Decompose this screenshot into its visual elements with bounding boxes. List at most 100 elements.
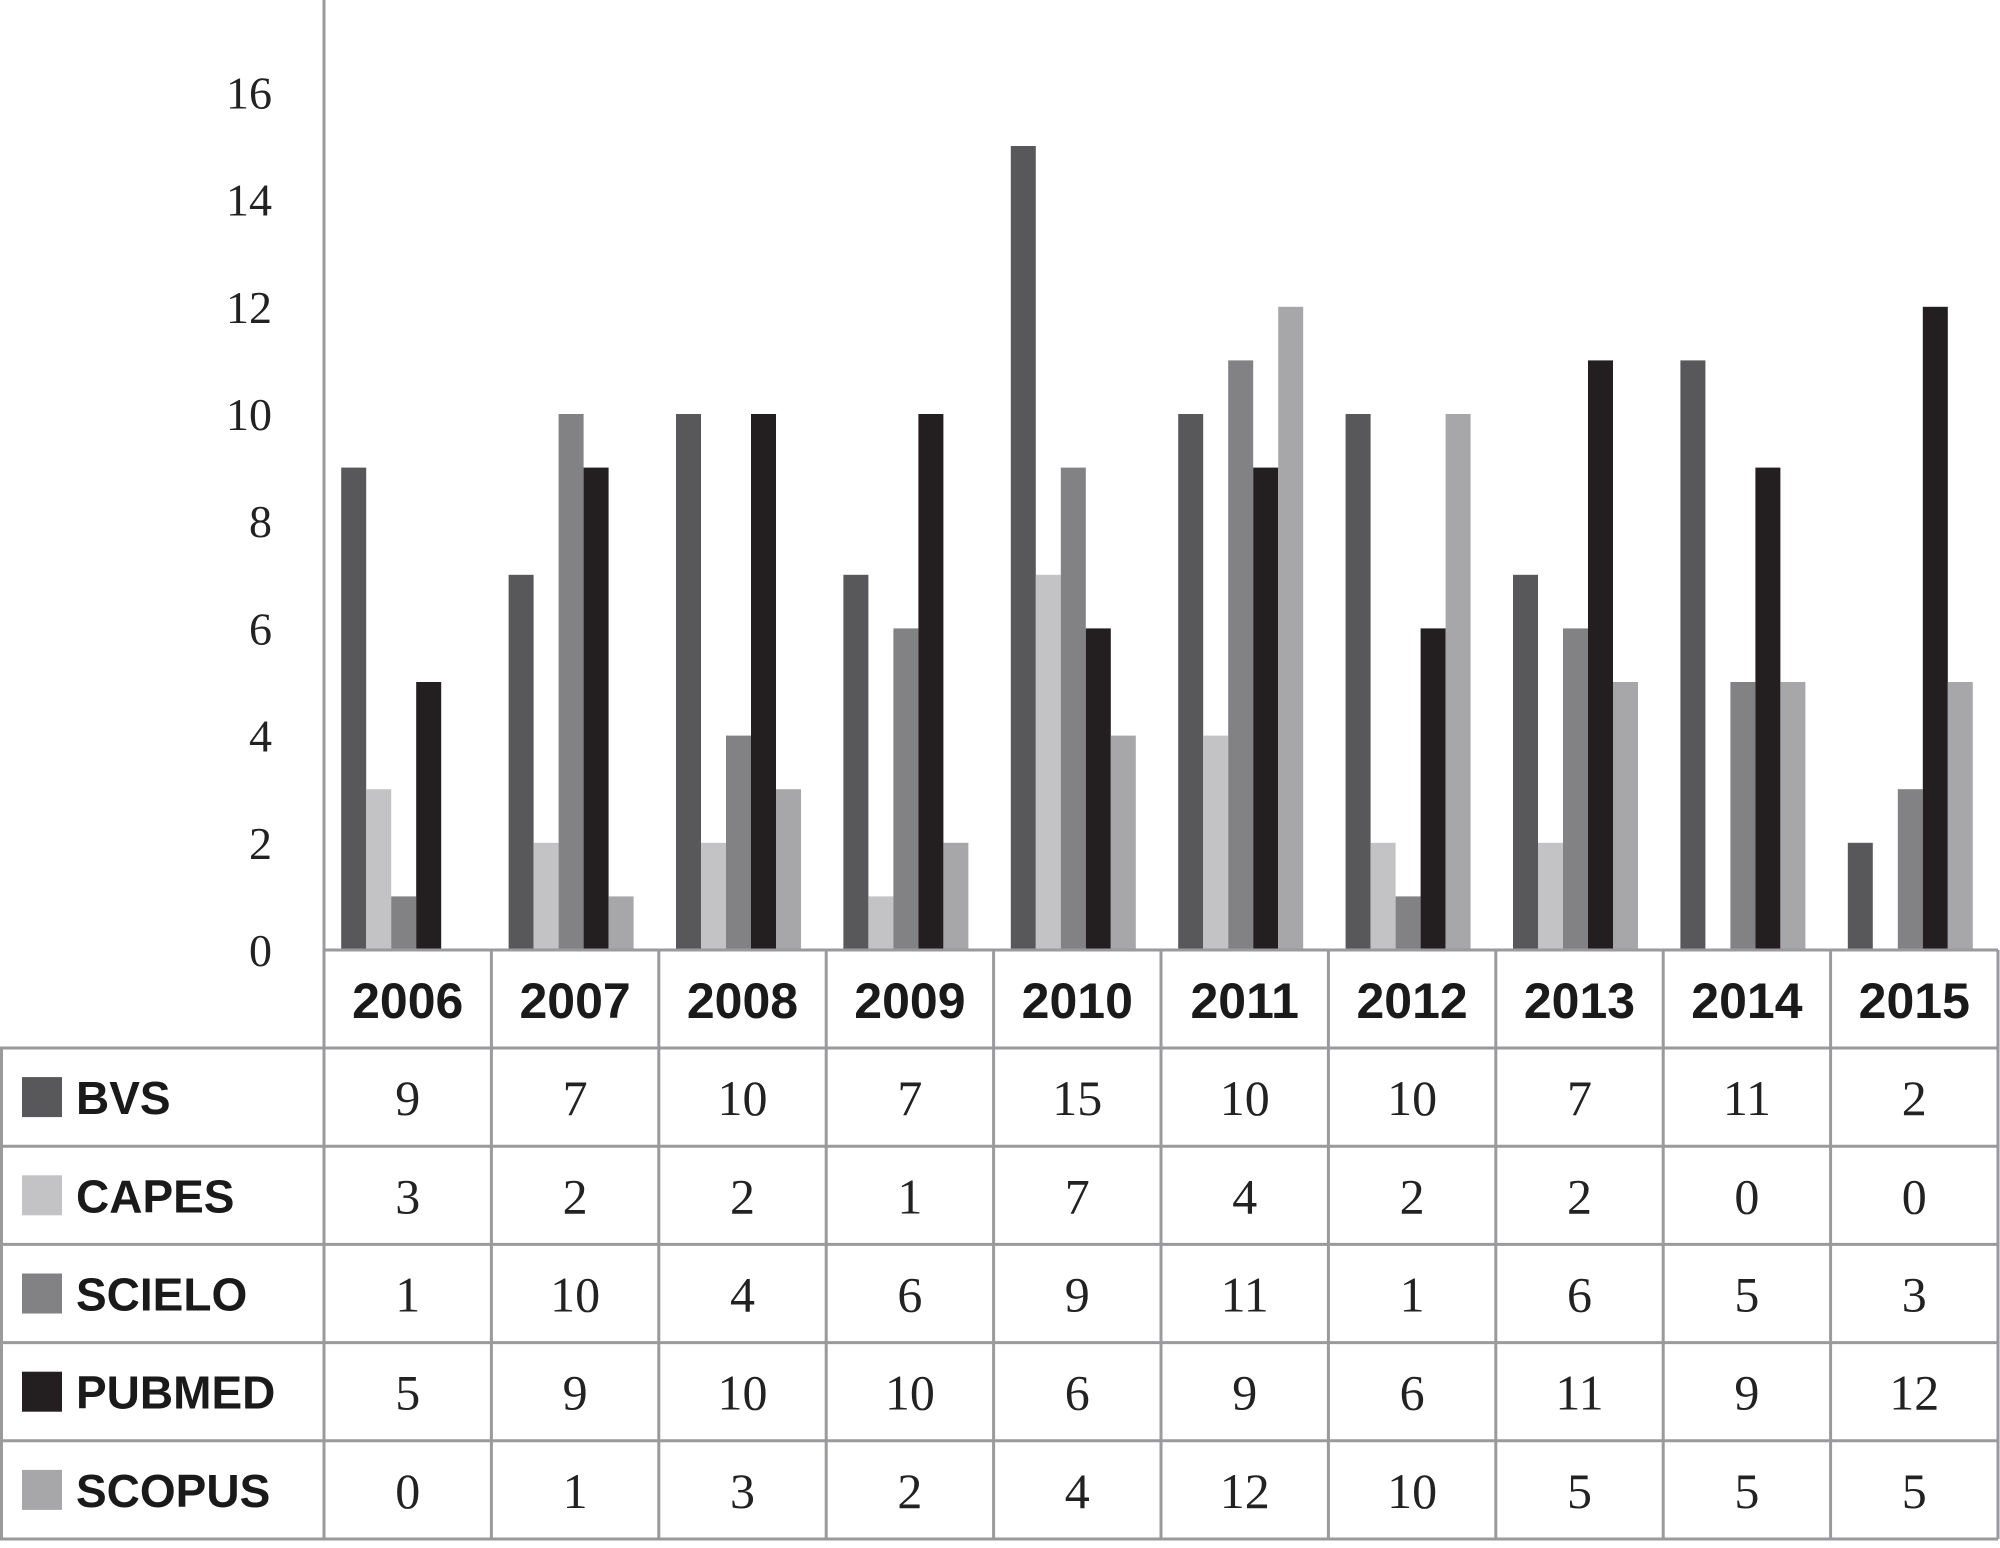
y-tick-label: 16 xyxy=(226,67,272,118)
bar-scopus-2014 xyxy=(1780,682,1806,950)
table-cell-scielo: 5 xyxy=(1734,1267,1759,1323)
table-cell-capes: 0 xyxy=(1902,1168,1927,1224)
bar-scielo-2007 xyxy=(558,414,584,950)
table-header-year: 2006 xyxy=(352,973,463,1029)
bar-pubmed-2013 xyxy=(1588,360,1613,950)
table-cell-scopus: 3 xyxy=(730,1463,755,1519)
legend-swatch-scopus xyxy=(22,1469,62,1510)
bar-pubmed-2015 xyxy=(1922,306,1948,950)
table-cell-bvs: 10 xyxy=(718,1070,768,1126)
table-cell-bvs: 7 xyxy=(897,1070,922,1126)
bar-bvs-2015 xyxy=(1847,842,1873,950)
bar-scielo-2010 xyxy=(1060,467,1086,950)
table-cell-bvs: 7 xyxy=(1567,1070,1592,1126)
bar-capes-2010 xyxy=(1035,574,1061,950)
series-label-scielo: SCIELO xyxy=(76,1269,247,1321)
table-cell-pubmed: 6 xyxy=(1400,1365,1425,1421)
table-header-year: 2010 xyxy=(1022,973,1133,1029)
bar-pubmed-2008 xyxy=(751,414,776,950)
table-cell-scielo: 1 xyxy=(395,1267,420,1323)
series-label-bvs: BVS xyxy=(76,1072,171,1124)
bar-scopus-2009 xyxy=(943,842,969,950)
y-tick-label: 0 xyxy=(249,925,272,976)
table-cell-capes: 0 xyxy=(1734,1168,1759,1224)
table-cell-capes: 7 xyxy=(1065,1168,1090,1224)
table-header-year: 2012 xyxy=(1356,973,1467,1029)
bar-scopus-2010 xyxy=(1110,735,1136,950)
table-cell-bvs: 7 xyxy=(563,1070,588,1126)
y-tick-label: 14 xyxy=(226,175,272,226)
bar-capes-2009 xyxy=(868,896,894,950)
table-cell-capes: 2 xyxy=(1567,1168,1592,1224)
table-cell-bvs: 11 xyxy=(1723,1070,1771,1126)
bar-bvs-2008 xyxy=(676,414,701,950)
table-header-year: 2009 xyxy=(854,973,965,1029)
bar-capes-2006 xyxy=(366,789,392,950)
table-cell-bvs: 10 xyxy=(1387,1070,1437,1126)
bar-scielo-2006 xyxy=(391,896,417,950)
bar-scopus-2007 xyxy=(608,896,634,950)
table-cell-capes: 2 xyxy=(563,1168,588,1224)
bar-scopus-2011 xyxy=(1278,306,1304,950)
table-header-year: 2013 xyxy=(1524,973,1635,1029)
table-cell-pubmed: 9 xyxy=(563,1365,588,1421)
legend-swatch-bvs xyxy=(22,1077,62,1118)
bar-scopus-2015 xyxy=(1947,682,1973,950)
series-label-capes: CAPES xyxy=(76,1170,234,1222)
y-tick-label: 2 xyxy=(249,818,272,869)
y-tick-label: 8 xyxy=(249,496,272,547)
bar-pubmed-2012 xyxy=(1420,628,1446,950)
table-cell-capes: 1 xyxy=(897,1168,922,1224)
bar-bvs-2012 xyxy=(1345,414,1371,950)
table-cell-scopus: 5 xyxy=(1902,1463,1927,1519)
bar-capes-2007 xyxy=(533,842,559,950)
table-cell-scopus: 12 xyxy=(1220,1463,1270,1519)
bar-pubmed-2009 xyxy=(918,414,944,950)
bar-scielo-2009 xyxy=(893,628,919,950)
bar-capes-2013 xyxy=(1538,842,1563,950)
bar-scielo-2013 xyxy=(1563,628,1588,950)
bar-bvs-2007 xyxy=(508,574,534,950)
table-cell-scopus: 0 xyxy=(395,1463,420,1519)
y-tick-label: 10 xyxy=(226,389,272,440)
bar-scielo-2015 xyxy=(1897,789,1923,950)
table-cell-scopus: 4 xyxy=(1065,1463,1090,1519)
table-cell-capes: 2 xyxy=(1400,1168,1425,1224)
bar-scopus-2012 xyxy=(1445,414,1471,950)
table-cell-scopus: 5 xyxy=(1567,1463,1592,1519)
table-header-year: 2011 xyxy=(1190,973,1298,1029)
table-cell-scopus: 5 xyxy=(1734,1463,1759,1519)
table-header-year: 2014 xyxy=(1691,973,1802,1029)
bar-pubmed-2010 xyxy=(1085,628,1111,950)
table-cell-scielo: 3 xyxy=(1902,1267,1927,1323)
bar-bvs-2014 xyxy=(1680,360,1706,950)
table-cell-bvs: 9 xyxy=(395,1070,420,1126)
bar-pubmed-2006 xyxy=(416,682,442,950)
bar-capes-2012 xyxy=(1370,842,1396,950)
table-header-year: 2015 xyxy=(1859,973,1970,1029)
bar-capes-2008 xyxy=(701,842,726,950)
bar-scopus-2008 xyxy=(776,789,801,950)
bar-bvs-2011 xyxy=(1178,414,1204,950)
table-cell-scopus: 1 xyxy=(563,1463,588,1519)
table-cell-bvs: 2 xyxy=(1902,1070,1927,1126)
bar-bvs-2010 xyxy=(1010,146,1036,950)
table-cell-bvs: 15 xyxy=(1052,1070,1102,1126)
table-header-year: 2008 xyxy=(687,973,798,1029)
bar-scielo-2008 xyxy=(726,735,751,950)
table-cell-scielo: 9 xyxy=(1065,1267,1090,1323)
bar-scielo-2011 xyxy=(1228,360,1254,950)
bar-pubmed-2014 xyxy=(1755,467,1781,950)
bar-scielo-2014 xyxy=(1730,682,1756,950)
bar-capes-2011 xyxy=(1203,735,1229,950)
table-cell-pubmed: 6 xyxy=(1065,1365,1090,1421)
series-label-pubmed: PUBMED xyxy=(76,1367,275,1419)
legend-swatch-pubmed xyxy=(22,1371,62,1412)
table-cell-scielo: 6 xyxy=(1567,1267,1592,1323)
bar-scopus-2013 xyxy=(1613,682,1638,950)
table-cell-pubmed: 12 xyxy=(1889,1365,1939,1421)
table-cell-bvs: 10 xyxy=(1220,1070,1270,1126)
table-cell-scielo: 1 xyxy=(1400,1267,1425,1323)
table-cell-scopus: 2 xyxy=(897,1463,922,1519)
bar-pubmed-2011 xyxy=(1253,467,1279,950)
